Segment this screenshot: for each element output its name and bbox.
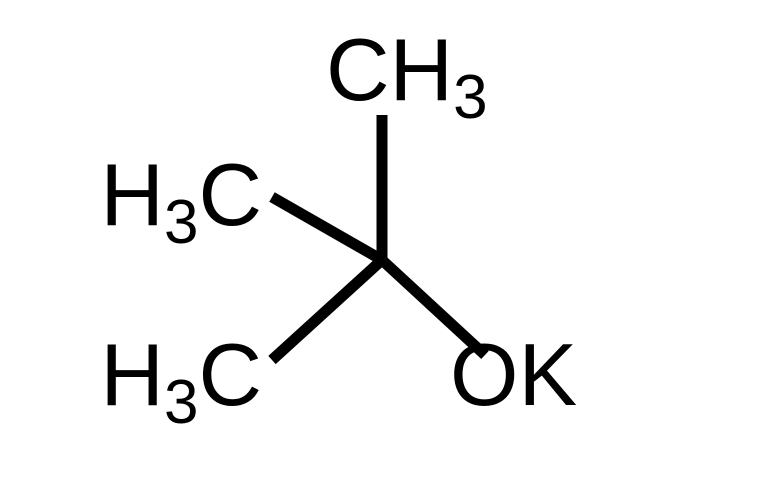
atom-label-h3c-left-lower: H3C (100, 325, 262, 437)
atom-label-ch3-top: CH3 (326, 20, 488, 132)
bond-left-lower (272, 260, 382, 360)
atom-label-ok-right: OK (450, 325, 577, 424)
bond-left-upper (272, 197, 382, 260)
atom-label-h3c-left-upper: H3C (100, 145, 262, 257)
molecule-diagram: CH3 H3C H3C OK (0, 0, 764, 504)
